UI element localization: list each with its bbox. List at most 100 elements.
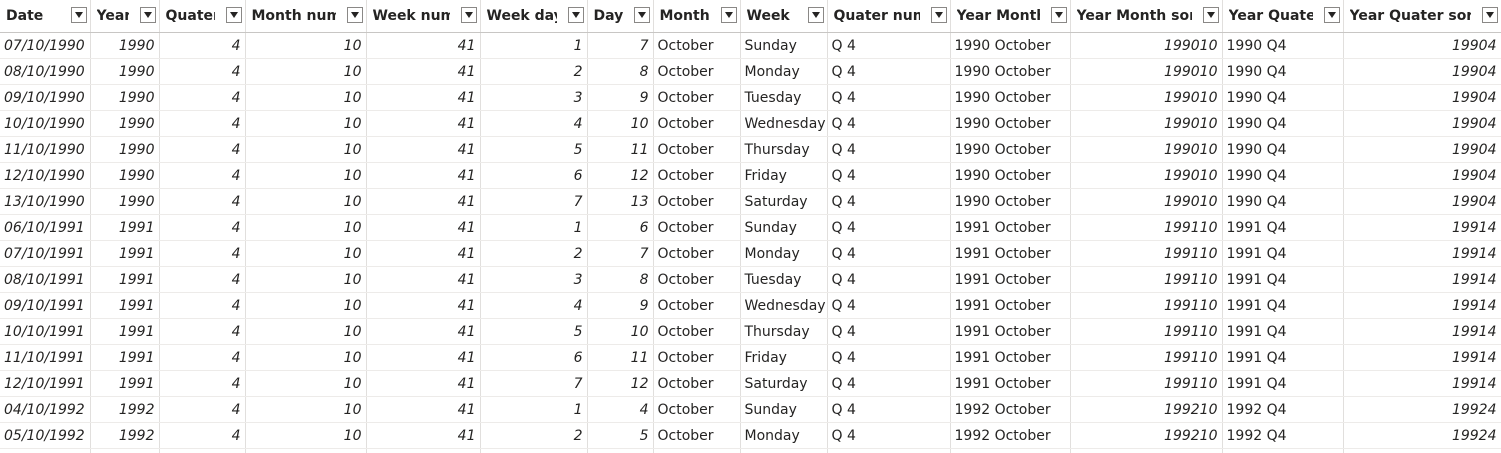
table-cell: 07/10/1990	[0, 32, 91, 59]
table-cell: 10	[245, 84, 367, 111]
column-header-label: Month	[659, 8, 710, 24]
table-cell: 10	[245, 292, 367, 319]
column-header-month[interactable]: Month	[653, 0, 741, 33]
table-cell: 1991 October	[950, 292, 1071, 319]
table-cell: 1991 October	[950, 266, 1071, 293]
filter-dropdown-icon[interactable]	[1202, 7, 1219, 23]
column-header-week-day[interactable]: Week day	[480, 0, 588, 33]
table-cell: 1990 October	[950, 110, 1071, 137]
table-cell: 08/10/1991	[0, 266, 91, 293]
column-header-quater-num[interactable]: Quater num	[827, 0, 951, 33]
filter-dropdown-icon[interactable]	[633, 7, 650, 23]
table-cell: 1992 October	[950, 448, 1071, 453]
table-cell: 09/10/1990	[0, 84, 91, 111]
column-header-year-month[interactable]: Year Month	[950, 0, 1071, 33]
column-header-quater[interactable]: Quater	[159, 0, 246, 33]
table-cell: 199010	[1070, 32, 1223, 59]
table-row: 08/10/1990 1990 4 10 41 2 8 October Monday Q 4 199…	[0, 58, 1501, 85]
table-cell: 4	[159, 318, 246, 345]
column-header-week-num[interactable]: Week num	[366, 0, 481, 33]
table-cell: 1992 Q4	[1222, 422, 1344, 449]
filter-dropdown-icon[interactable]	[1323, 7, 1340, 23]
table-cell: 1992 October	[950, 396, 1071, 423]
table-cell: 199010	[1070, 136, 1223, 163]
table-cell: 10	[245, 162, 367, 189]
table-cell: 1990 Q4	[1222, 136, 1344, 163]
table-cell: 41	[366, 162, 481, 189]
table-cell: 1992	[90, 422, 160, 449]
column-header-label: Quater	[165, 8, 215, 24]
column-header-week[interactable]: Week	[740, 0, 828, 33]
table-cell: 1990 October	[950, 188, 1071, 215]
column-header-date[interactable]: Date	[0, 0, 91, 33]
table-cell: 199110	[1070, 266, 1223, 293]
table-cell: October	[653, 188, 741, 215]
filter-dropdown-icon[interactable]	[567, 7, 584, 23]
table-cell: 6	[480, 162, 588, 189]
table-cell: 10	[245, 370, 367, 397]
table-cell: 6	[480, 344, 588, 371]
filter-dropdown-icon[interactable]	[70, 7, 87, 23]
filter-dropdown-icon[interactable]	[807, 7, 824, 23]
column-header-year-quater[interactable]: Year Quater	[1222, 0, 1344, 33]
filter-dropdown-icon[interactable]	[139, 7, 156, 23]
column-header-day[interactable]: Day	[587, 0, 654, 33]
table-cell: 199210	[1070, 422, 1223, 449]
table-cell: 41	[366, 110, 481, 137]
column-header-year-month-sort[interactable]: Year Month sort	[1070, 0, 1223, 33]
table-cell: 1992	[90, 396, 160, 423]
filter-dropdown-icon[interactable]	[930, 7, 947, 23]
table-row: 13/10/1990 1990 4 10 41 7 13 October Saturday Q 4…	[0, 188, 1501, 215]
table-cell: 1990 Q4	[1222, 162, 1344, 189]
table-cell: 06/10/1991	[0, 214, 91, 241]
table-cell: 1990 Q4	[1222, 32, 1344, 59]
table-cell: October	[653, 110, 741, 137]
table-cell: 10	[245, 110, 367, 137]
table-cell: 199110	[1070, 344, 1223, 371]
table-cell: 19914	[1343, 292, 1501, 319]
table-cell: Q 4	[827, 162, 951, 189]
table-cell: 2	[480, 422, 588, 449]
table-cell: Tuesday	[740, 266, 828, 293]
column-header-year[interactable]: Year	[90, 0, 160, 33]
table-cell: 7	[587, 240, 654, 267]
table-cell: 19924	[1343, 448, 1501, 453]
table-cell: Monday	[740, 422, 828, 449]
table-cell: 5	[480, 318, 588, 345]
table-cell: 12/10/1991	[0, 370, 91, 397]
table-cell: 07/10/1991	[0, 240, 91, 267]
table-cell: Friday	[740, 162, 828, 189]
filter-dropdown-icon[interactable]	[346, 7, 363, 23]
filter-dropdown-icon[interactable]	[1050, 7, 1067, 23]
table-cell: 1991 Q4	[1222, 266, 1344, 293]
table-cell: 41	[366, 58, 481, 85]
table-cell: October	[653, 240, 741, 267]
table-cell: 11/10/1990	[0, 136, 91, 163]
table-cell: 3	[480, 448, 588, 453]
table-cell: October	[653, 32, 741, 59]
table-cell: October	[653, 292, 741, 319]
table-cell: 12/10/1990	[0, 162, 91, 189]
table-cell: 10	[245, 448, 367, 453]
table-cell: October	[653, 422, 741, 449]
filter-dropdown-icon[interactable]	[1481, 7, 1498, 23]
table-cell: October	[653, 396, 741, 423]
filter-dropdown-icon[interactable]	[225, 7, 242, 23]
table-cell: 4	[159, 344, 246, 371]
table-cell: 199010	[1070, 162, 1223, 189]
table-row: 09/10/1991 1991 4 10 41 4 9 October Wednesday Q 4…	[0, 292, 1501, 319]
table-cell: 1990 October	[950, 32, 1071, 59]
table-cell: 10/10/1991	[0, 318, 91, 345]
table-cell: 19904	[1343, 84, 1501, 111]
table-cell: Saturday	[740, 188, 828, 215]
table-cell: 19914	[1343, 266, 1501, 293]
table-cell: 3	[480, 266, 588, 293]
filter-dropdown-icon[interactable]	[460, 7, 477, 23]
column-header-month-num[interactable]: Month num	[245, 0, 367, 33]
table-row: 08/10/1991 1991 4 10 41 3 8 October Tuesday Q 4 19…	[0, 266, 1501, 293]
filter-dropdown-icon[interactable]	[720, 7, 737, 23]
column-header-label: Year Month sort	[1076, 8, 1192, 24]
column-header-year-quater-sort[interactable]: Year Quater sort	[1343, 0, 1501, 33]
table-cell: 199010	[1070, 188, 1223, 215]
